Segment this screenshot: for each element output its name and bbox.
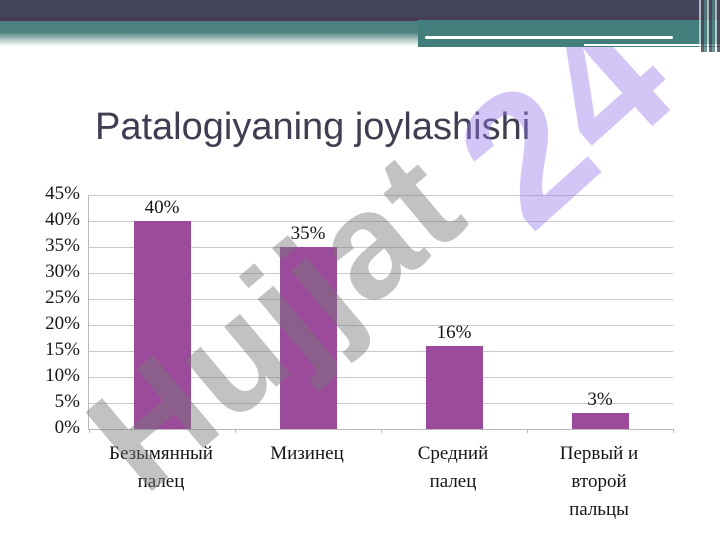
bar-4 <box>572 413 629 429</box>
x-axis-tick <box>673 429 674 433</box>
bar-1 <box>134 221 191 429</box>
category-label-1: Безымянный палец <box>109 443 213 492</box>
x-axis-tick <box>89 429 90 433</box>
slide-title: Patalogiyaning joylashishi <box>95 106 531 148</box>
y-tick-label: 5% <box>54 391 80 412</box>
category-label-4: Первый и второй пальцы <box>559 443 639 520</box>
header-corner-stripes <box>699 0 720 52</box>
gridline <box>89 377 673 378</box>
header-white-line-1 <box>425 36 673 39</box>
y-tick-label: 45% <box>45 183 80 204</box>
y-tick-label: 0% <box>54 417 80 438</box>
data-label-4: 3% <box>587 389 613 410</box>
plot-area: 40% 35% 16% 3% <box>88 195 674 433</box>
bar-3 <box>426 346 483 429</box>
header-white-line-2 <box>584 44 720 46</box>
header-top-bar <box>0 0 720 17</box>
gridline <box>89 195 673 196</box>
category-label-3: Средний палец <box>417 443 489 492</box>
category-label-2: Мизинец <box>270 443 344 464</box>
y-tick-label: 35% <box>45 235 80 256</box>
gridline <box>89 403 673 404</box>
data-label-3: 16% <box>436 322 472 343</box>
header-accent-line <box>0 17 720 21</box>
y-axis: 45% 40% 35% 30% 25% 20% 15% 10% 5% 0% <box>0 183 82 438</box>
gridline <box>89 247 673 248</box>
y-tick-label: 15% <box>45 339 80 360</box>
gridline <box>89 273 673 274</box>
x-axis-tick <box>381 429 382 433</box>
gridline <box>89 351 673 352</box>
y-tick-label: 20% <box>45 313 80 334</box>
gridline <box>89 325 673 326</box>
y-tick-label: 40% <box>45 209 80 230</box>
x-axis-tick <box>235 429 236 433</box>
gridline <box>89 221 673 222</box>
y-tick-label: 10% <box>45 365 80 386</box>
data-label-1: 40% <box>144 197 180 218</box>
gridline <box>89 299 673 300</box>
x-axis: Безымянный палец Мизинец Средний палец Перв… <box>88 440 672 535</box>
bar-2 <box>280 247 337 429</box>
header-right-block <box>418 20 720 47</box>
y-tick-label: 25% <box>45 287 80 308</box>
y-tick-label: 30% <box>45 261 80 282</box>
data-label-2: 35% <box>290 223 326 244</box>
x-axis-tick <box>527 429 528 433</box>
